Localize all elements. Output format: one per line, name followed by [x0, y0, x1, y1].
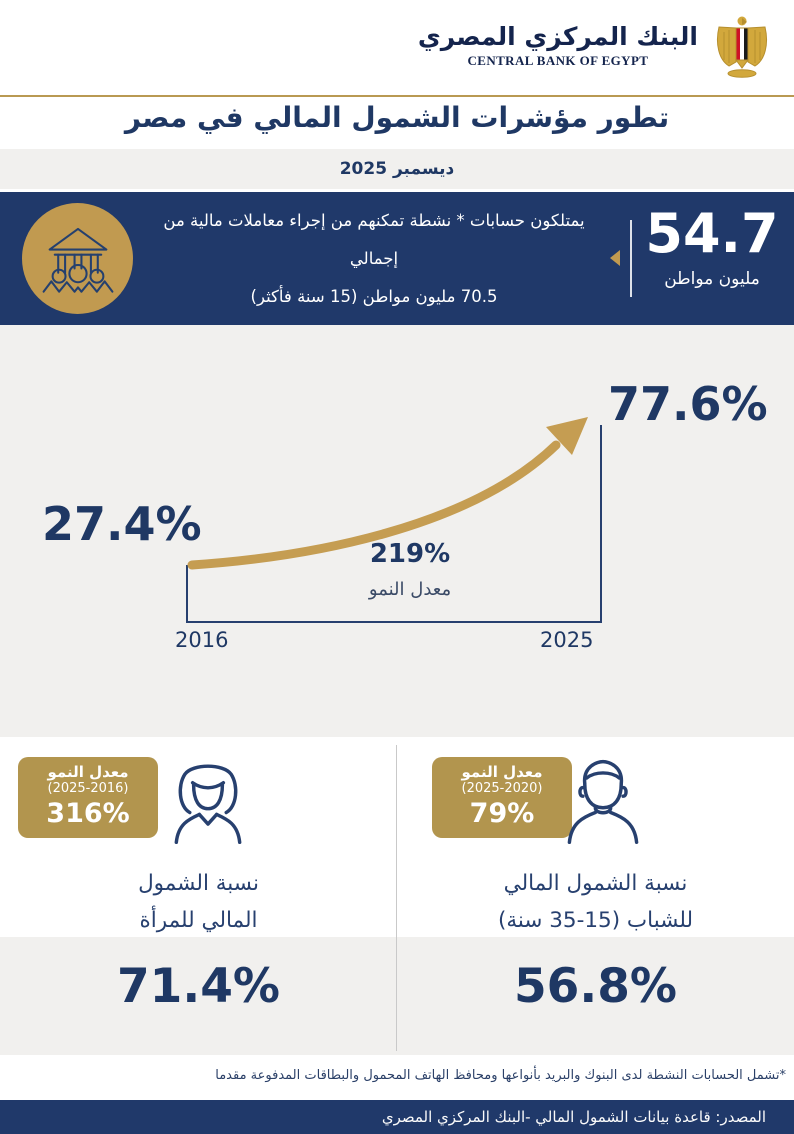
- growth-arrowhead-icon: [546, 417, 588, 455]
- man-icon: [567, 759, 639, 845]
- youth-label: نسبة الشمول المالي للشباب (15-35 سنة): [397, 865, 794, 939]
- women-label-line2: المالي للمرأة: [139, 908, 258, 933]
- youth-label-line2: للشباب (15-35 سنة): [497, 908, 694, 933]
- hero-banner: يمتلكون حسابات * نشطة تمكنهم من إجراء مع…: [0, 192, 794, 325]
- youth-label-line1: نسبة الشمول المالي: [503, 871, 688, 896]
- cbe-logo-text: البنك المركزي المصري CENTRAL BANK OF EGY…: [418, 23, 698, 70]
- header-gold-divider: [0, 95, 794, 97]
- women-value: 71.4%: [116, 959, 281, 1014]
- source-bar: المصدر: قاعدة بيانات الشمول المالي -البن…: [0, 1100, 794, 1134]
- footnote: *تشمل الحسابات النشطة لدى البنوك والبريد…: [215, 1068, 786, 1083]
- badge-title: معدل النمو: [47, 763, 129, 781]
- badge-value: 316%: [46, 797, 130, 829]
- date-label: ديسمبر 2025: [339, 159, 455, 179]
- citizens-value: 54.7: [645, 202, 779, 265]
- badge-title: معدل النمو: [461, 763, 543, 781]
- chart-start-value: 27.4%: [42, 497, 202, 551]
- cbe-logo-arabic: البنك المركزي المصري: [417, 21, 698, 51]
- banner-divider: [630, 220, 632, 297]
- growth-arrow-icon: [187, 440, 561, 570]
- women-section: معدل النمو (2025-2016) 316% نسبة الشمول …: [0, 737, 397, 1055]
- growth-arrow-and-bracket: [186, 417, 602, 623]
- bank-people-icon: [42, 227, 113, 293]
- banner-kpi: 54.7 مليون مواطن: [638, 202, 786, 290]
- banner-desc-line1: يمتلكون حسابات * نشطة تمكنهم من إجراء مع…: [163, 210, 585, 268]
- kpi-columns: معدل النمو (2025-2016) 316% نسبة الشمول …: [0, 737, 794, 1055]
- cbe-logo-english: CENTRAL BANK OF EGYPT: [467, 53, 649, 69]
- women-label: نسبة الشمول المالي للمرأة: [0, 865, 397, 939]
- chart-end-value: 77.6%: [608, 377, 768, 431]
- column-divider: [396, 745, 397, 1051]
- values-gray-band: [0, 937, 794, 1055]
- youth-value: 56.8%: [513, 959, 678, 1014]
- left-pointer-icon: [610, 250, 620, 266]
- cbe-logo: البنك المركزي المصري CENTRAL BANK OF EGY…: [418, 14, 772, 78]
- banner-desc-line2: 70.5 مليون مواطن (15 سنة فأكثر): [250, 286, 498, 306]
- woman-icon: [174, 764, 242, 845]
- gold-circle: [22, 203, 133, 314]
- banner-description: يمتلكون حسابات * نشطة تمكنهم من إجراء مع…: [140, 202, 608, 316]
- egypt-eagle-emblem-icon: [716, 16, 768, 78]
- women-growth-badge: معدل النمو (2025-2016) 316%: [18, 757, 158, 839]
- year-end-label: 2025: [540, 628, 594, 652]
- badge-range: (2025-2020): [461, 781, 543, 797]
- badge-range: (2025-2016): [47, 781, 129, 797]
- page-title: تطور مؤشرات الشمول المالي في مصر: [124, 101, 670, 134]
- youth-section: معدل النمو (2025-2020) 79% نسبة الشمول ا…: [397, 737, 794, 1055]
- women-label-line1: نسبة الشمول: [138, 871, 259, 896]
- year-start-label: 2016: [175, 628, 229, 652]
- growth-rate-label: معدل النمو: [368, 579, 452, 600]
- chart-bracket: [186, 425, 602, 623]
- date-band: ديسمبر 2025: [0, 149, 794, 189]
- source-text: المصدر: قاعدة بيانات الشمول المالي -البن…: [381, 1108, 766, 1126]
- trend-chart: 77.6% 27.4% 219% معدل النمو 2016 2025: [0, 325, 794, 737]
- youth-growth-badge: معدل النمو (2025-2020) 79%: [432, 757, 572, 839]
- growth-rate-value: 219%: [369, 539, 451, 569]
- badge-value: 79%: [469, 797, 535, 829]
- citizens-unit: مليون مواطن: [664, 269, 760, 290]
